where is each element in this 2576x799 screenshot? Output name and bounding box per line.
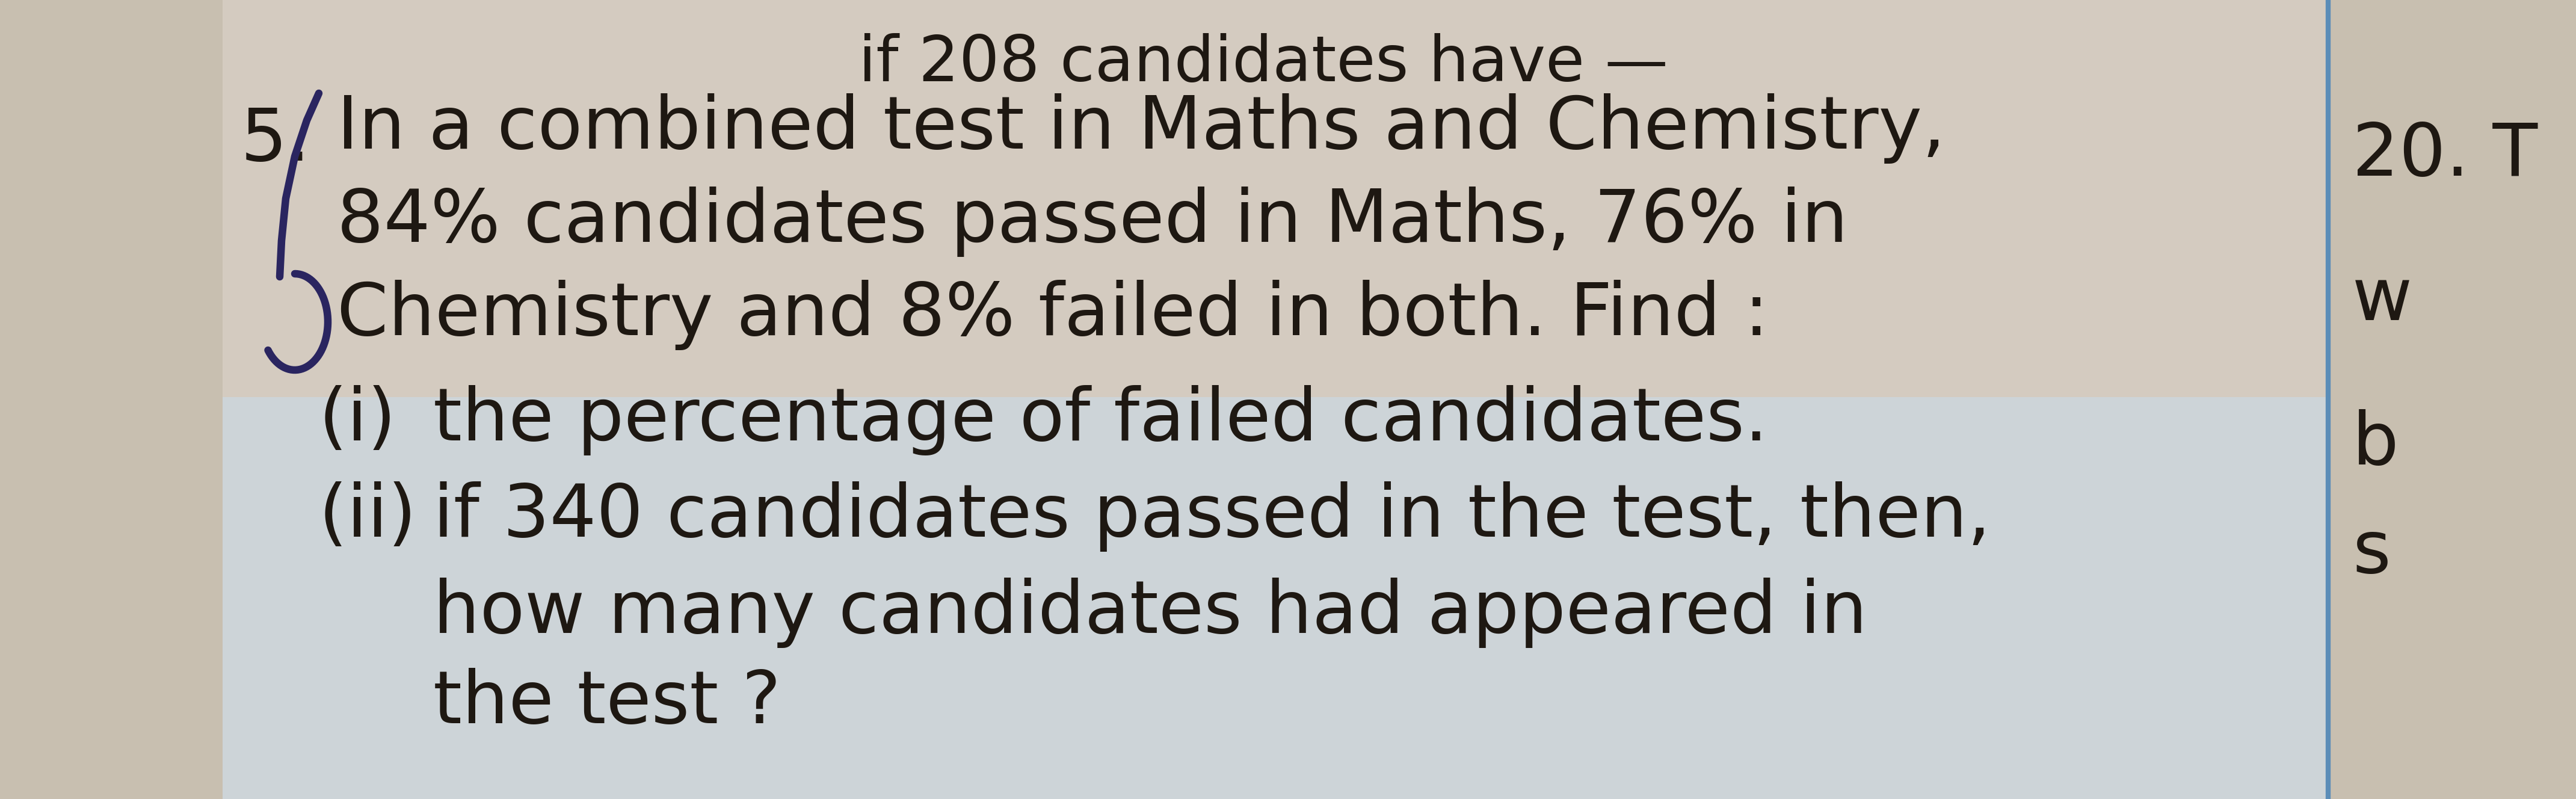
- Text: 20. T: 20. T: [2352, 121, 2537, 191]
- Text: (i): (i): [319, 385, 397, 455]
- Text: Chemistry and 8% failed in both. Find :: Chemistry and 8% failed in both. Find :: [337, 280, 1770, 350]
- Bar: [2329, 0, 2576, 799]
- Text: if 340 candidates passed in the test, then,: if 340 candidates passed in the test, th…: [433, 481, 1991, 552]
- Bar: [0, 0, 222, 799]
- Text: the test ?: the test ?: [433, 668, 781, 738]
- Text: 84% candidates passed in Maths, 76% in: 84% candidates passed in Maths, 76% in: [337, 186, 1847, 257]
- Text: how many candidates had appeared in: how many candidates had appeared in: [433, 578, 1868, 648]
- Text: b: b: [2352, 409, 2398, 479]
- Text: the percentage of failed candidates.: the percentage of failed candidates.: [433, 385, 1767, 455]
- Text: w: w: [2352, 264, 2411, 335]
- Text: 5.: 5.: [240, 105, 312, 176]
- Text: In a combined test in Maths and Chemistry,: In a combined test in Maths and Chemistr…: [337, 93, 1945, 164]
- Text: if 208 candidates have —: if 208 candidates have —: [858, 33, 1669, 94]
- Bar: [222, 0, 2329, 397]
- Text: s: s: [2352, 518, 2391, 588]
- Bar: [222, 397, 2329, 799]
- Text: (ii): (ii): [319, 481, 417, 552]
